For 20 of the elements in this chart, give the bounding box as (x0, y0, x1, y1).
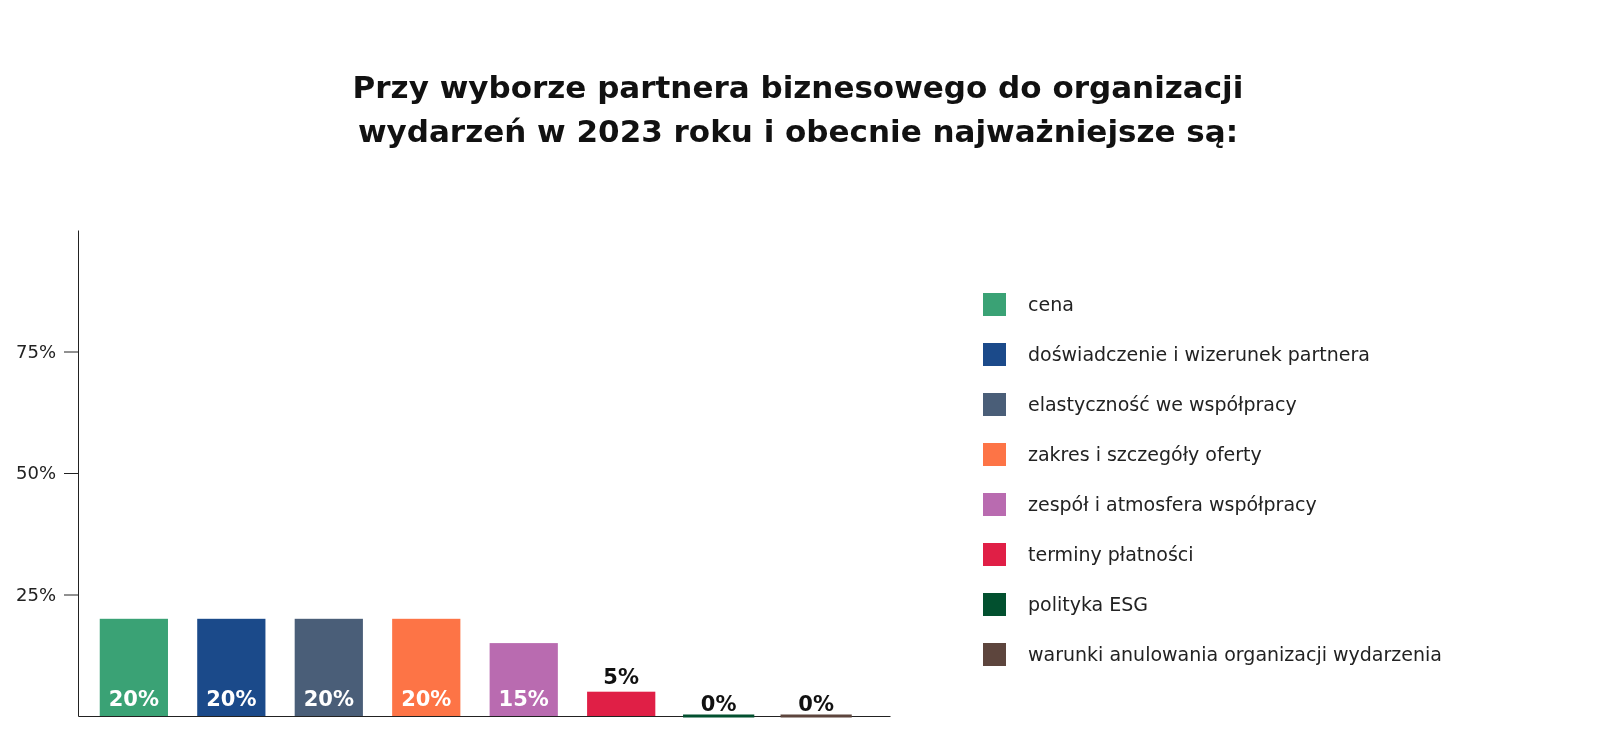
legend-label: elastyczność we współpracy (1028, 393, 1297, 415)
y-tick-label: 25% (15, 583, 56, 605)
legend-label: terminy płatności (1028, 543, 1194, 565)
data-label: 20% (108, 687, 159, 711)
legend-label: zespół i atmosfera współpracy (1028, 493, 1317, 515)
legend-label: cena (1028, 293, 1074, 315)
data-label: 0% (700, 692, 737, 716)
data-label: 20% (206, 687, 257, 711)
data-label: 15% (498, 687, 549, 711)
legend-label: zakres i szczegóły oferty (1028, 443, 1262, 465)
legend-label: polityka ESG (1028, 593, 1149, 615)
chart-title: Przy wyborze partnera biznesowego do organizacji wydarzeń w 2023 roku i obecnie najważniejsze są: (352, 69, 1244, 149)
y-tick-label: 75% (15, 340, 56, 362)
data-label: 5% (603, 664, 640, 689)
data-label: 0% (798, 692, 834, 716)
legend-label: doświadczenie i wizerunek partnera (1028, 343, 1370, 365)
legend-label: warunki anulowania organizacji wydarzenia (1028, 643, 1442, 665)
data-label: 20% (303, 687, 354, 711)
y-tick-label: 50% (15, 462, 56, 484)
data-label: 20% (401, 687, 452, 711)
